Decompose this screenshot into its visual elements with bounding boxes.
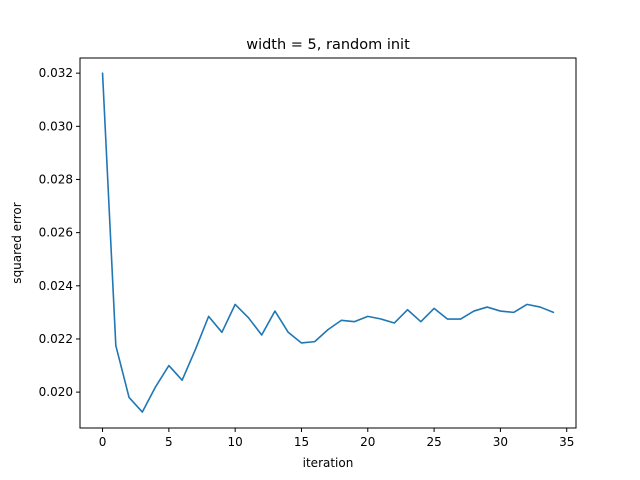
y-axis-label: squared error: [10, 202, 24, 283]
y-tick-label: 0.032: [39, 66, 73, 80]
axis-ticks: 0 5 10 15 20 25 30 35 0.020 0.022 0.024 0.026 0.028 0…: [39, 66, 575, 449]
x-tick-label: 10: [228, 435, 243, 449]
y-tick-label: 0.030: [39, 119, 73, 133]
y-tick-label: 0.026: [39, 226, 73, 240]
y-tick-label: 0.022: [39, 332, 73, 346]
x-tick-label: 20: [360, 435, 375, 449]
x-axis-label: iteration: [303, 456, 354, 470]
y-tick-label: 0.028: [39, 172, 73, 186]
chart-title: width = 5, random init: [246, 37, 410, 53]
series-line: [101, 72, 555, 413]
y-tick-label: 0.024: [39, 279, 73, 293]
x-tick-label: 35: [559, 435, 574, 449]
x-tick-label: 25: [426, 435, 441, 449]
x-tick-label: 15: [294, 435, 309, 449]
x-tick-label: 0: [99, 435, 107, 449]
x-tick-label: 30: [493, 435, 508, 449]
x-tick-label: 5: [165, 435, 173, 449]
plot-area: [101, 72, 555, 413]
y-tick-label: 0.020: [39, 385, 73, 399]
axes-frame: [79, 57, 577, 429]
